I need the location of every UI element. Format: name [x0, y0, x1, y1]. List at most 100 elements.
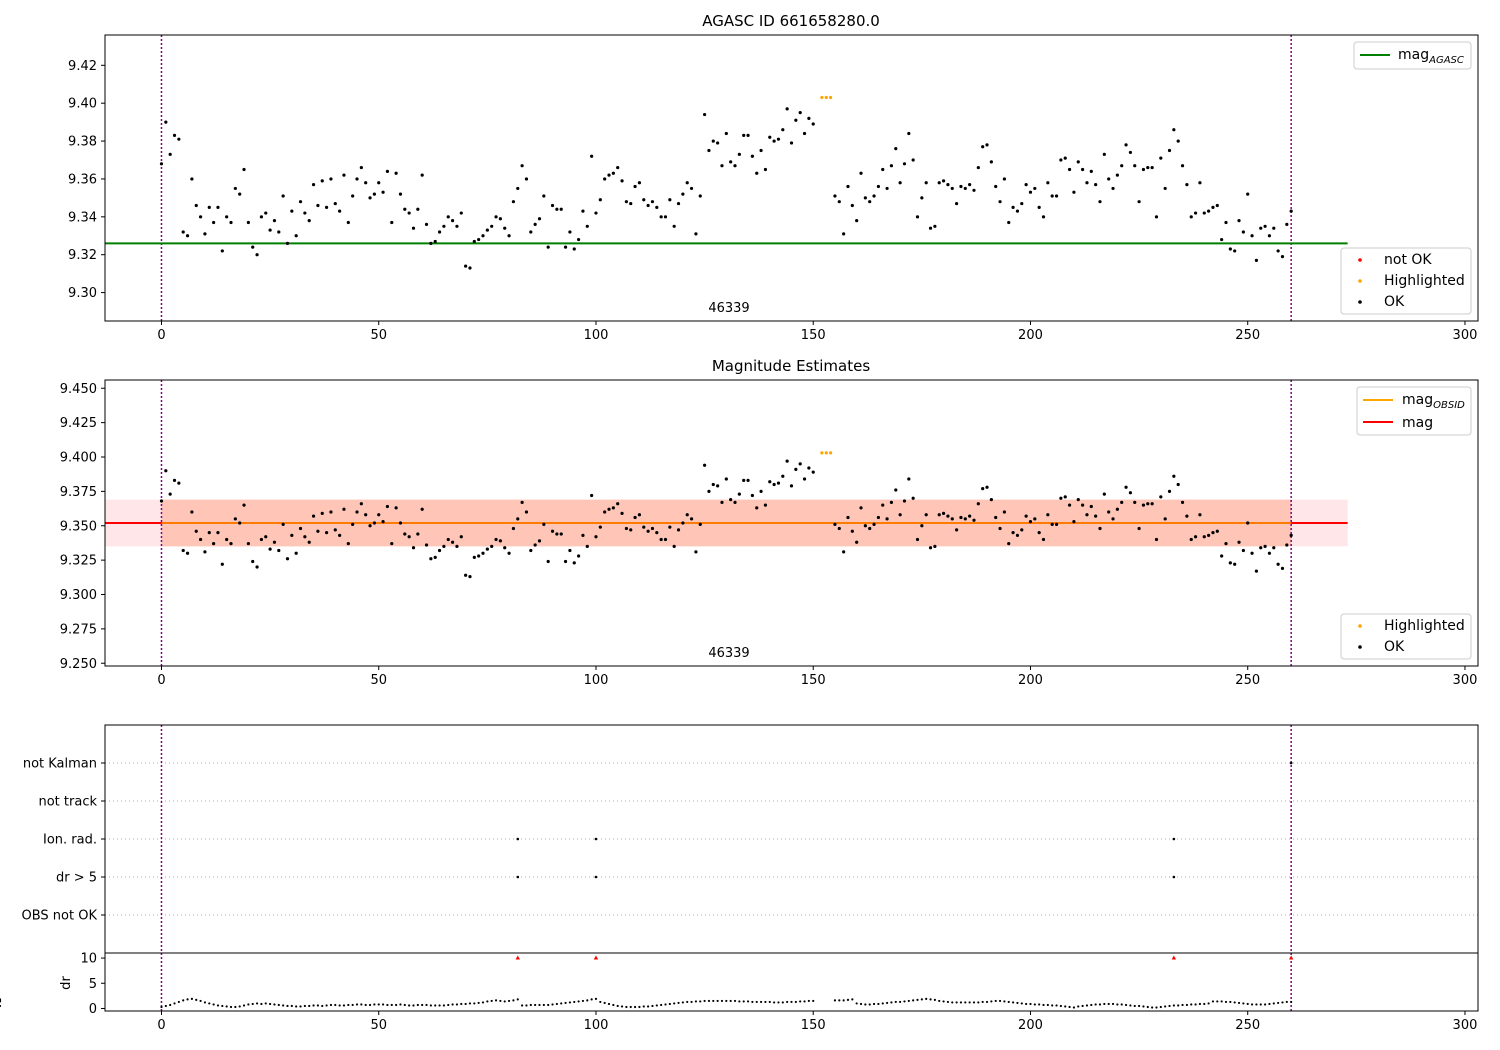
dr-point [1181, 1003, 1184, 1007]
agasc-point-ok [1146, 165, 1150, 170]
agasc-point-ok [455, 224, 459, 228]
estimates-point-ok [620, 511, 624, 515]
estimates-point-ok [1041, 537, 1046, 542]
dr-point [660, 1003, 663, 1007]
agasc-point-ok [1033, 186, 1037, 191]
dr-point [1116, 1003, 1119, 1006]
agasc-point-ok [807, 116, 811, 120]
agasc-point-ok [707, 148, 711, 153]
estimates-point-ok [894, 488, 898, 492]
agasc-point-ok [1002, 177, 1007, 181]
dr-point [1094, 1003, 1097, 1006]
dr-point [1007, 1000, 1010, 1004]
dr-point [794, 1000, 797, 1004]
agasc-point-ok [498, 217, 502, 221]
estimates-point-ok [716, 484, 720, 488]
dr-point [946, 1000, 950, 1004]
estimates-point-ok [1085, 513, 1089, 517]
dr-point [803, 1000, 806, 1003]
flag-category-label: not track [38, 795, 97, 810]
agasc-point-ok [1037, 205, 1041, 209]
dr-point [255, 1002, 259, 1005]
dr-point [699, 1000, 702, 1003]
estimates-point-ok [1094, 514, 1098, 518]
agasc-point-ok [311, 183, 316, 187]
estimates-point-ok [1015, 533, 1020, 537]
agasc-point-ok [285, 241, 290, 245]
dr-point [560, 1002, 563, 1005]
dr-point [925, 997, 928, 1000]
agasc-point-ok [772, 139, 776, 143]
dr-point [1124, 1003, 1128, 1007]
estimates-point-ok [707, 489, 711, 493]
estimates-point-ok [759, 489, 763, 493]
agasc-point-ok [941, 179, 946, 183]
dr-point [907, 999, 910, 1003]
estimates-point-ok [776, 481, 781, 485]
agasc-point-ok [1272, 226, 1276, 230]
agasc-point-ok [572, 247, 576, 251]
dr-point [586, 999, 589, 1002]
estimates-point-ok [924, 513, 928, 517]
agasc-point-ok [346, 220, 350, 225]
estimates-point-ok [1050, 522, 1054, 526]
not-ok-legend-label: not OK [1384, 252, 1432, 268]
estimates-point-ok [220, 562, 224, 566]
agasc-point-ok [1211, 205, 1215, 209]
estimates-point-ok [763, 503, 768, 507]
dr-point [286, 1004, 289, 1008]
agasc-point-ok [355, 177, 359, 181]
dr-point [251, 1002, 254, 1006]
dr-point [716, 999, 719, 1003]
agasc-point-ok [872, 194, 876, 198]
agasc-point-ok [1128, 150, 1133, 155]
agasc-point-ok [272, 219, 277, 223]
agasc-point-ok [1024, 183, 1028, 187]
agasc-point-ok [1167, 148, 1172, 153]
dr-point [977, 1001, 980, 1004]
estimates-point-ok [464, 573, 468, 577]
estimates-point-ok [928, 546, 933, 550]
agasc-point-ok [338, 209, 342, 213]
agasc-point-ok [637, 181, 642, 185]
agasc-point-ok [520, 164, 524, 168]
dr-point [1059, 1004, 1062, 1008]
dr-point [473, 1002, 476, 1005]
dr-point [390, 1003, 393, 1007]
dr-xtick-label: 300 [1453, 1018, 1478, 1033]
agasc-line-legend-box [1353, 41, 1472, 70]
dr-point [1090, 1003, 1093, 1007]
agasc-point-ok [685, 181, 689, 185]
dr-point [216, 1004, 220, 1007]
dr-point [1185, 1003, 1188, 1007]
agasc-point-ok [1015, 209, 1020, 213]
estimates-point-ok [442, 544, 446, 548]
estimates-point-ok [781, 474, 785, 478]
agasc-point-ok [563, 245, 568, 249]
agasc-point-ok [550, 203, 555, 208]
dr-point [620, 1005, 624, 1008]
agasc-point-ok [198, 215, 203, 219]
dr-point [1198, 1002, 1202, 1006]
estimates-xtick-label: 150 [801, 673, 826, 688]
dr-point [342, 1004, 346, 1007]
estimates-point-ok [1054, 522, 1059, 526]
estimates-point-ok [168, 492, 172, 496]
estimates-point-ok [424, 543, 429, 547]
agasc-point-ok [472, 239, 476, 244]
estimates-point-ok [516, 517, 520, 521]
agasc-point-ok [1007, 220, 1011, 225]
dr-point [1285, 1000, 1288, 1004]
dr-point [1046, 1003, 1049, 1007]
agasc-point-ok [390, 220, 394, 225]
flags-panel: not Kalman not track Ion. rad. dr > 5 OBS no… [22, 724, 1479, 954]
agasc-point-ok [959, 184, 963, 189]
agasc-point-ok [207, 205, 211, 209]
estimates-point-ok [1263, 544, 1267, 548]
estimates-point-ok [772, 482, 776, 487]
dr-point [169, 1003, 172, 1007]
estimates-point-ok [1224, 542, 1228, 546]
agasc-point-ok [733, 164, 737, 168]
agasc-point-ok [737, 152, 741, 156]
agasc-point-ok [546, 245, 550, 249]
